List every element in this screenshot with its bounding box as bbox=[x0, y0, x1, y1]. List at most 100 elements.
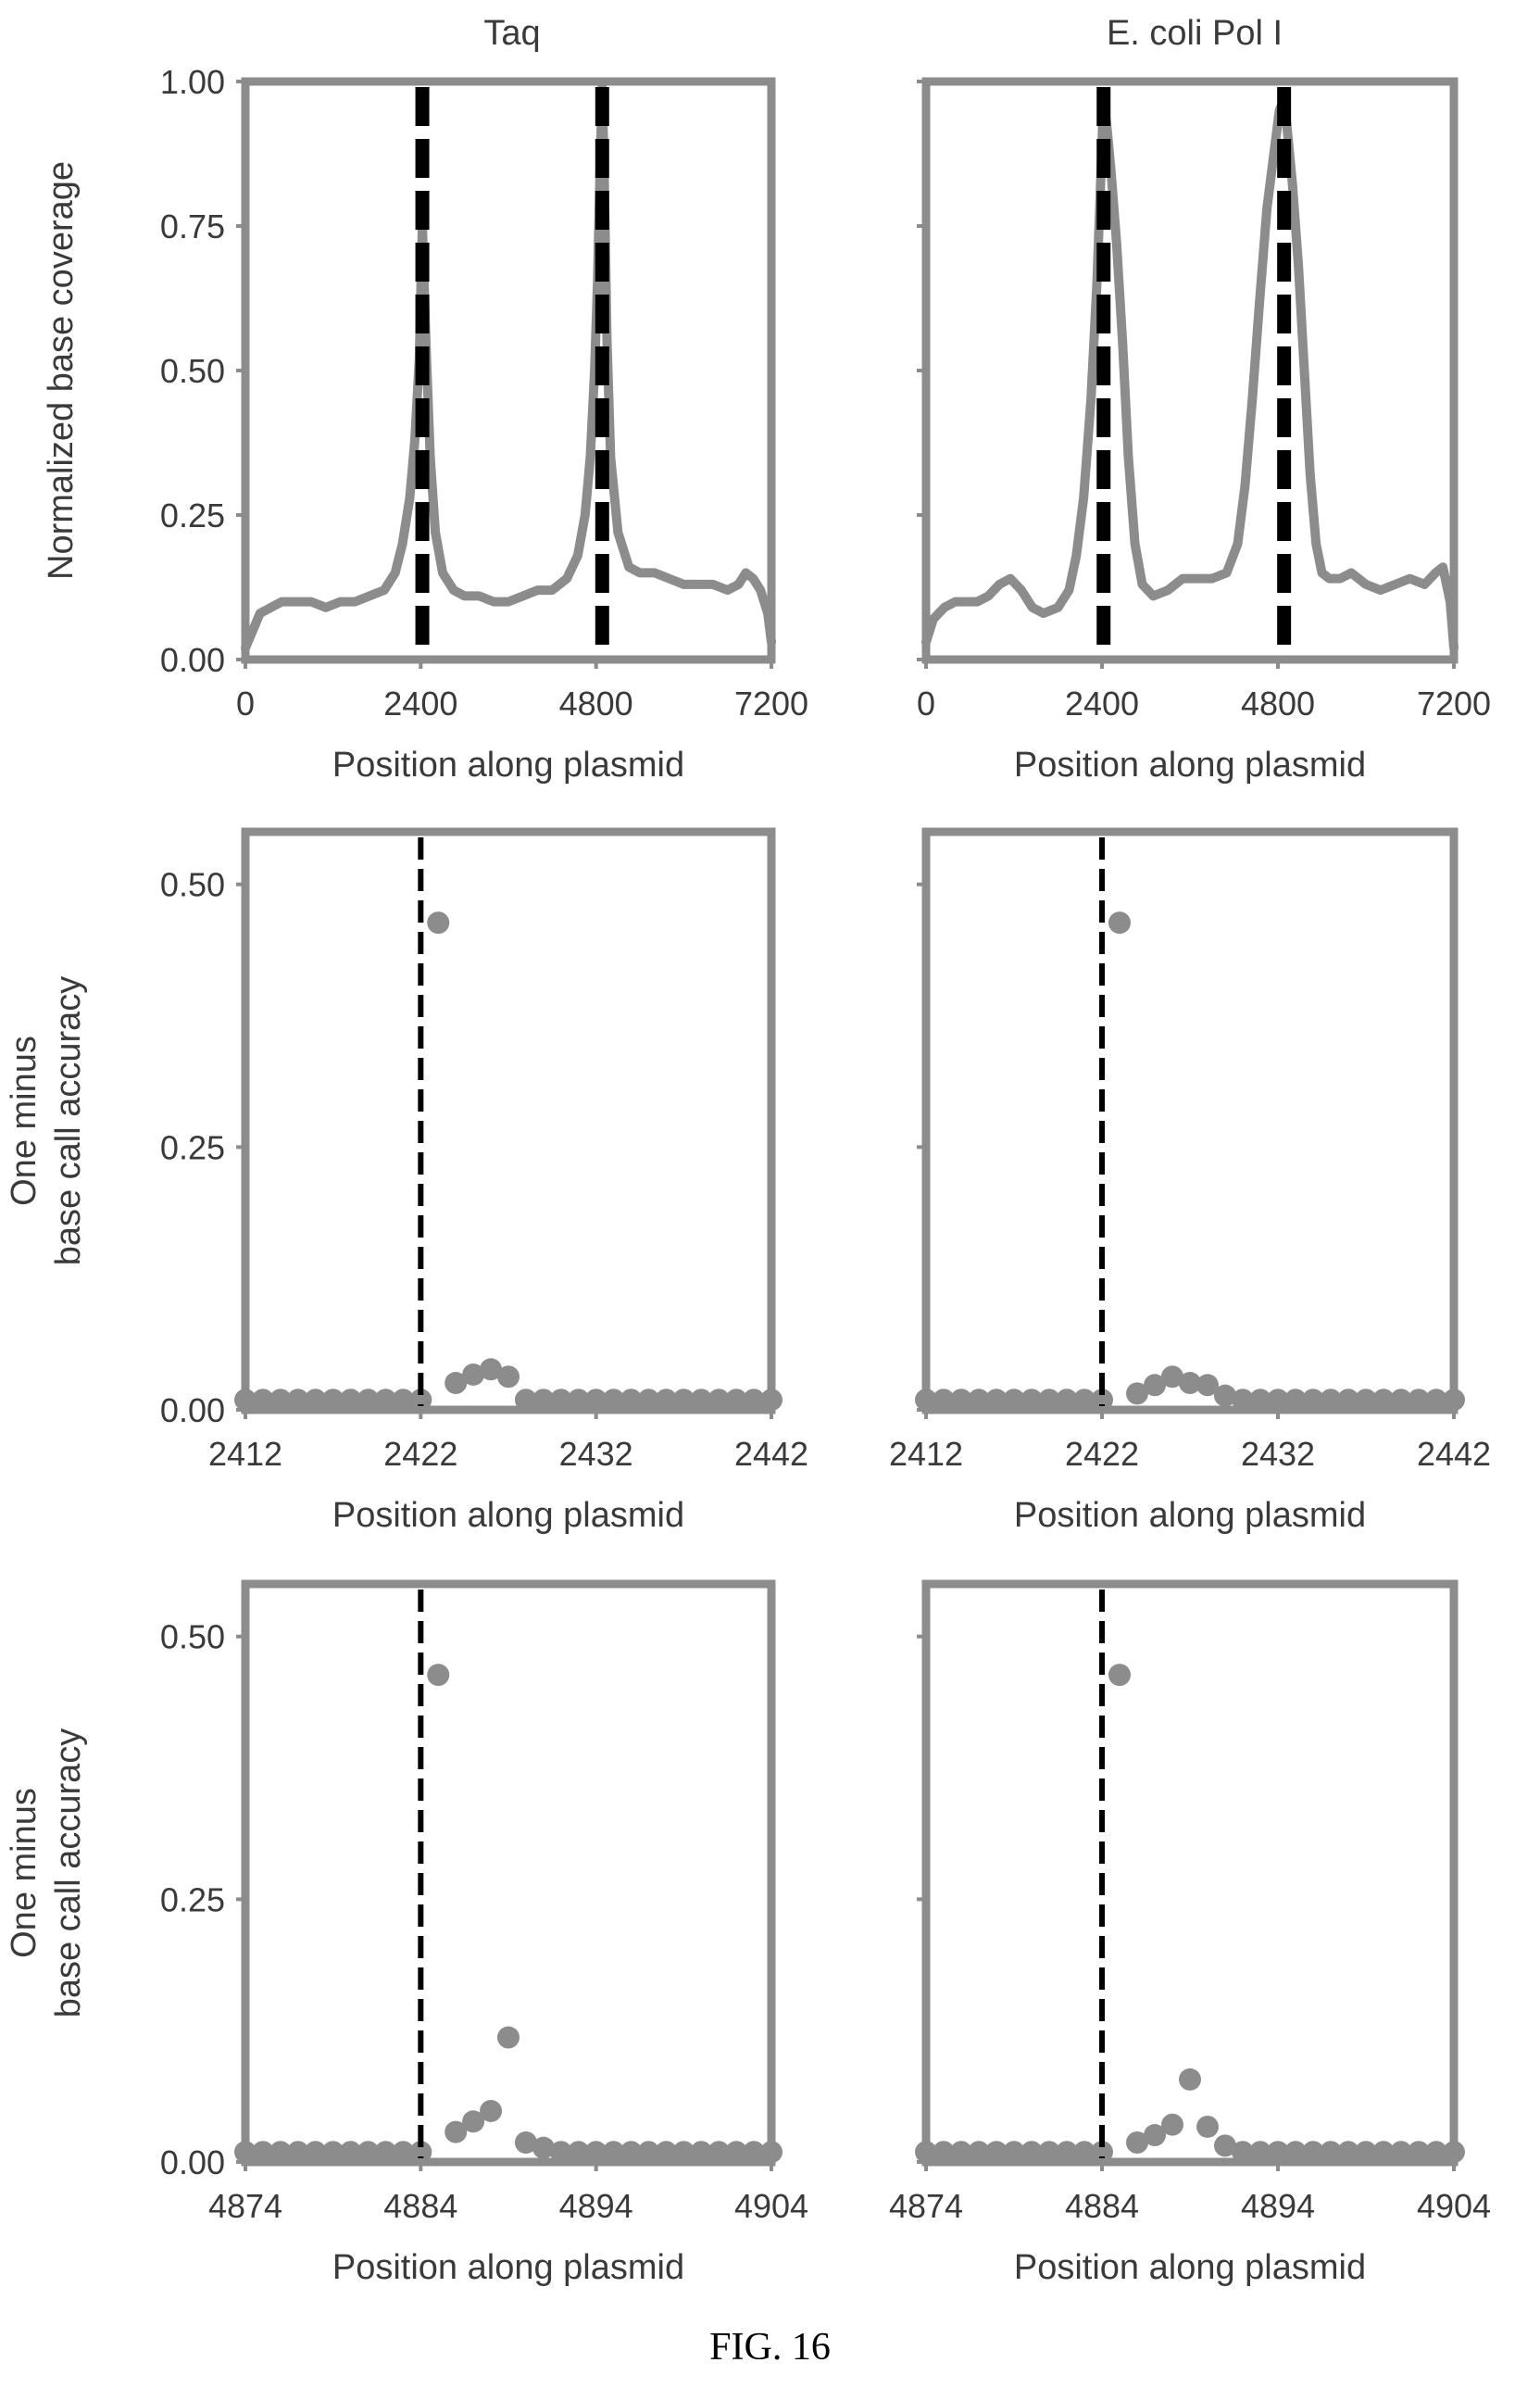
data-point bbox=[269, 1389, 292, 1412]
y-axis-label: base call accuracy bbox=[49, 1728, 88, 2018]
x-tick-label: 4874 bbox=[889, 2187, 963, 2225]
data-point bbox=[950, 1389, 972, 1412]
data-point bbox=[1126, 1382, 1148, 1405]
data-point bbox=[514, 2130, 537, 2154]
plot-frame bbox=[921, 1579, 1459, 2167]
data-point bbox=[1355, 2141, 1377, 2164]
data-point bbox=[1073, 1389, 1096, 1412]
data-point bbox=[725, 2141, 748, 2164]
data-point bbox=[1091, 2141, 1113, 2164]
y-axis-label: Normalized base coverage bbox=[42, 161, 81, 580]
data-point bbox=[1337, 1389, 1359, 1412]
data-point bbox=[409, 2141, 432, 2164]
data-point bbox=[760, 2141, 783, 2164]
data-point bbox=[567, 2141, 590, 2164]
data-point bbox=[1196, 1374, 1219, 1397]
data-point bbox=[1390, 1389, 1412, 1412]
y-tick-label: 0.25 bbox=[160, 1880, 225, 1918]
plot-frame bbox=[241, 77, 776, 664]
data-point bbox=[234, 2141, 257, 2164]
chart-panel-6: 4874 4884 4894 4904 Position along plasmid bbox=[889, 1579, 1491, 2287]
y-tick-label: 0.00 bbox=[160, 2143, 225, 2181]
data-point bbox=[1161, 1365, 1183, 1389]
x-tick-label: 2400 bbox=[1065, 685, 1139, 723]
x-tick-label: 4800 bbox=[559, 685, 633, 723]
coverage-trace bbox=[241, 82, 776, 653]
data-point bbox=[269, 2141, 292, 2164]
data-point bbox=[497, 1365, 520, 1389]
data-point bbox=[567, 1389, 590, 1412]
chart-panels: 0.00 0.25 0.50 0.75 1.00 0 2400 4800 7200 Positio… bbox=[5, 63, 1491, 2287]
data-point bbox=[637, 1389, 660, 1412]
data-point bbox=[933, 1389, 955, 1412]
x-tick-label: 2412 bbox=[889, 1435, 963, 1473]
data-point bbox=[1320, 2141, 1342, 2164]
data-point bbox=[1249, 2141, 1271, 2164]
data-point bbox=[1408, 1389, 1430, 1412]
data-point bbox=[392, 2141, 415, 2164]
x-tick-label: 4800 bbox=[1241, 685, 1315, 723]
data-point bbox=[968, 1389, 990, 1412]
data-point bbox=[251, 1389, 274, 1412]
data-point bbox=[339, 1389, 362, 1412]
y-axis-label: One minus bbox=[5, 1036, 44, 1206]
data-point bbox=[950, 2141, 972, 2164]
data-point bbox=[427, 911, 450, 935]
data-point bbox=[1355, 1389, 1377, 1412]
y-tick-label: 0.75 bbox=[160, 207, 225, 245]
y-tick-label: 0.25 bbox=[160, 496, 225, 534]
data-point bbox=[1443, 2141, 1465, 2164]
data-point bbox=[1161, 2113, 1183, 2136]
y-tick-label: 0.50 bbox=[160, 1618, 225, 1656]
data-point bbox=[1020, 1389, 1043, 1412]
data-point bbox=[985, 2141, 1008, 2164]
x-tick-label: 2400 bbox=[383, 685, 457, 723]
data-point bbox=[1425, 1389, 1447, 1412]
x-tick-label: 0 bbox=[917, 685, 935, 723]
figure-caption: FIG. 16 bbox=[709, 2326, 831, 2369]
data-point bbox=[409, 1389, 432, 1412]
data-point bbox=[933, 2141, 955, 2164]
data-point bbox=[480, 1358, 503, 1381]
data-point bbox=[321, 1389, 344, 1412]
data-point bbox=[707, 2141, 731, 2164]
x-tick-label: 4884 bbox=[383, 2187, 457, 2225]
x-tick-label: 4894 bbox=[559, 2187, 633, 2225]
data-point bbox=[584, 2141, 607, 2164]
data-point bbox=[1179, 2068, 1201, 2091]
data-point bbox=[1284, 1389, 1307, 1412]
data-point bbox=[374, 2141, 397, 2164]
x-tick-label: 4874 bbox=[208, 2187, 282, 2225]
data-point bbox=[637, 2141, 660, 2164]
data-point bbox=[357, 2141, 380, 2164]
plot-frame bbox=[921, 827, 1459, 1414]
data-point bbox=[1091, 1389, 1113, 1412]
data-point bbox=[1425, 2141, 1447, 2164]
data-point bbox=[1232, 2141, 1254, 2164]
data-point bbox=[1372, 1389, 1395, 1412]
data-point bbox=[427, 1664, 450, 1687]
x-tick-label: 2422 bbox=[383, 1435, 457, 1473]
x-tick-label: 2432 bbox=[559, 1435, 633, 1473]
data-point bbox=[620, 1389, 643, 1412]
x-tick-label: 2422 bbox=[1065, 1435, 1139, 1473]
data-point bbox=[1126, 2130, 1148, 2154]
data-point bbox=[1267, 2141, 1289, 2164]
y-axis-label: One minus bbox=[5, 1788, 44, 1958]
data-point bbox=[968, 2141, 990, 2164]
chart-panel-3: 0.00 0.25 0.50 2412 2422 2432 2442 Position alo… bbox=[5, 827, 808, 1535]
data-point bbox=[690, 2141, 713, 2164]
data-point bbox=[392, 1389, 415, 1412]
data-point bbox=[304, 1389, 327, 1412]
x-tick-label: 0 bbox=[236, 685, 255, 723]
data-point bbox=[532, 2136, 555, 2159]
data-point bbox=[602, 2141, 625, 2164]
x-tick-label: 2442 bbox=[1417, 1435, 1491, 1473]
data-point bbox=[690, 1389, 713, 1412]
data-point bbox=[286, 2141, 309, 2164]
y-tick-label: 0.25 bbox=[160, 1128, 225, 1166]
chart-panel-1: 0.00 0.25 0.50 0.75 1.00 0 2400 4800 7200 Positio… bbox=[42, 63, 808, 785]
data-point bbox=[915, 1389, 937, 1412]
data-point bbox=[655, 1389, 678, 1412]
